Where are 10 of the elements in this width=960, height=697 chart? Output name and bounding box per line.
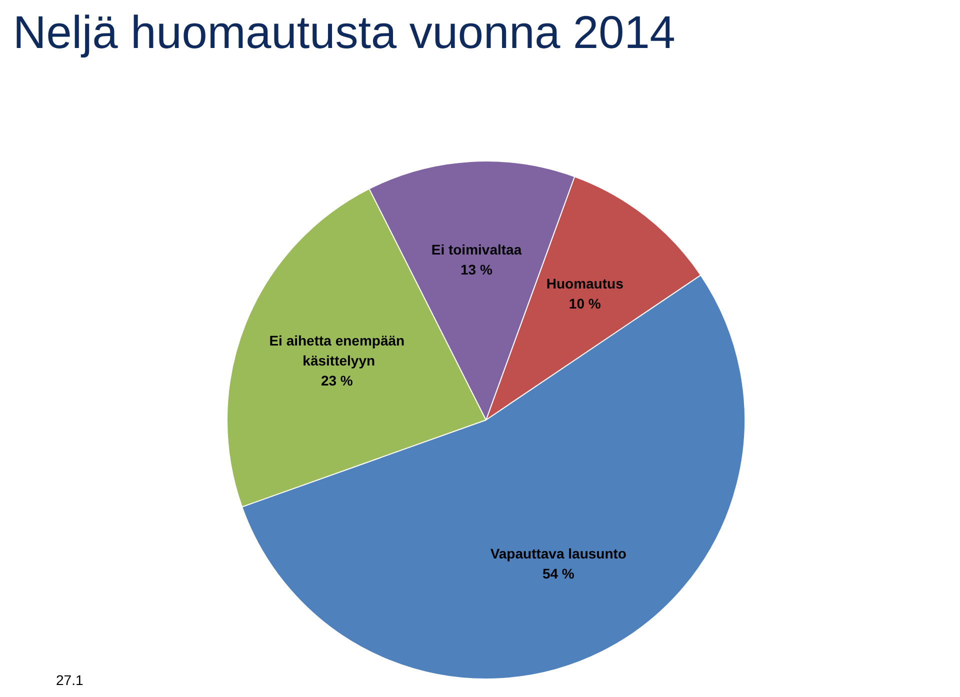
data-label: 54 % (542, 565, 575, 582)
chart-title: Neljä huomautusta vuonna 2014 (13, 6, 676, 58)
slice-label: Ei toimivaltaa (431, 242, 522, 258)
slice-label: Vapauttava lausunto (490, 545, 626, 562)
slice-label: Ei aihetta enempään käsittelyyn (269, 332, 405, 368)
data-label: 10 % (568, 295, 602, 312)
data-label: 23 % (320, 372, 354, 388)
text: 27.1 (56, 672, 84, 688)
slice-label: Huomautus (546, 275, 624, 292)
data-label: 13 % (460, 262, 493, 278)
